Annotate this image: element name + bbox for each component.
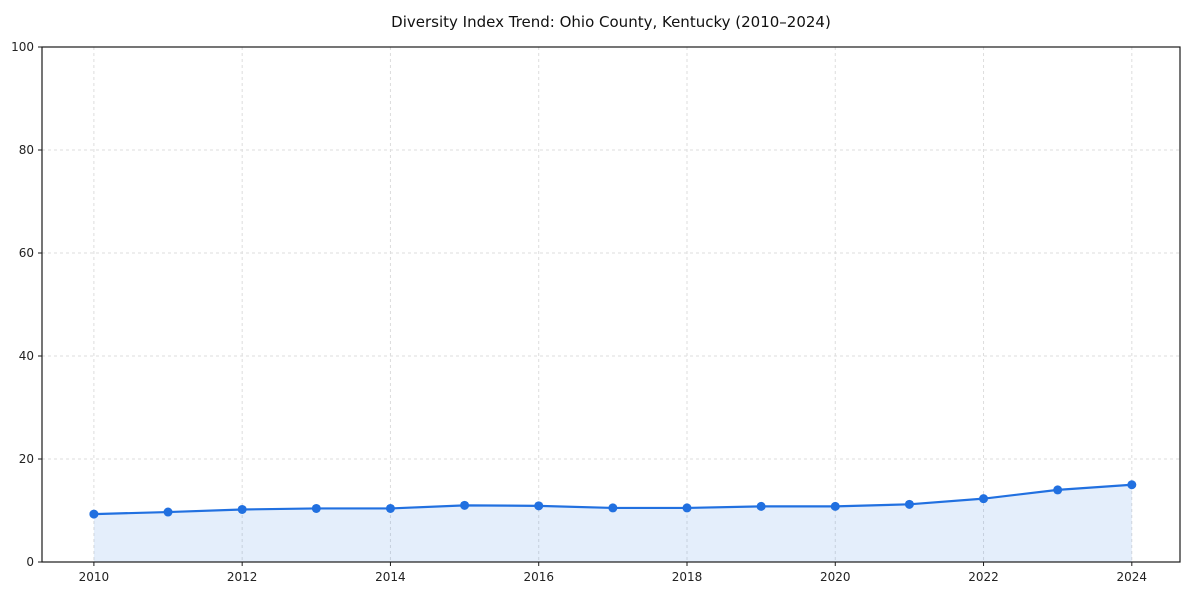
data-point xyxy=(237,504,247,514)
y-tick-label: 20 xyxy=(19,452,34,466)
data-point xyxy=(534,501,544,511)
y-tick-label: 40 xyxy=(19,349,34,363)
x-tick-label: 2014 xyxy=(375,570,406,584)
data-point xyxy=(830,501,840,511)
data-point xyxy=(1127,480,1137,490)
data-point xyxy=(1053,485,1063,495)
data-point xyxy=(682,503,692,513)
x-tick-label: 2024 xyxy=(1117,570,1148,584)
data-point xyxy=(608,503,618,513)
x-tick-label: 2016 xyxy=(523,570,554,584)
data-point xyxy=(904,499,914,509)
x-tick-label: 2018 xyxy=(672,570,703,584)
y-tick-label: 100 xyxy=(11,40,34,54)
data-point xyxy=(385,503,395,513)
series-area-fill xyxy=(93,484,1132,562)
data-point xyxy=(311,503,321,513)
data-point xyxy=(460,500,470,510)
y-tick-label: 0 xyxy=(26,555,34,569)
data-point xyxy=(979,494,989,504)
data-point xyxy=(163,507,173,517)
data-point xyxy=(756,501,766,511)
x-tick-label: 2010 xyxy=(79,570,110,584)
axes-spines xyxy=(41,46,1181,563)
x-tick-label: 2012 xyxy=(227,570,258,584)
x-tick-label: 2022 xyxy=(968,570,999,584)
y-tick-label: 80 xyxy=(19,143,34,157)
chart-title: Diversity Index Trend: Ohio County, Kent… xyxy=(391,13,831,31)
data-point xyxy=(89,509,99,519)
x-tick-label: 2020 xyxy=(820,570,851,584)
y-tick-label: 60 xyxy=(19,246,34,260)
